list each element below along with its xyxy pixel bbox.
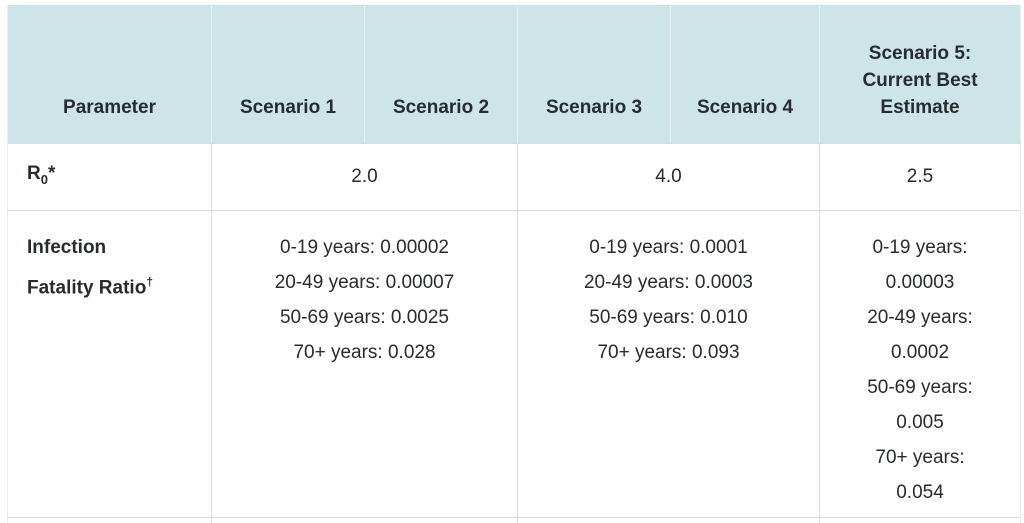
column-header-scenario-5: Scenario 5: Current Best Estimate [819,5,1021,144]
row-label-r0: R0* [7,142,212,210]
next-row-cell-scenario-3-4 [517,516,820,523]
ifr-values-scenario-5: 0-19 years: 0.00003 20-49 years: 0.0002 … [819,209,1021,517]
r0-label-base: R [27,163,41,185]
ifr-values-scenario-3-4: 0-19 years: 0.0001 20-49 years: 0.0003 5… [517,209,820,517]
column-header-scenario-3: Scenario 3 [517,5,671,144]
next-row-cell-scenario-1-2 [211,516,518,523]
next-row-cell-scenario-5 [819,516,1021,523]
ifr-values-scenario-1-2: 0-19 years: 0.00002 20-49 years: 0.00007… [211,209,518,517]
ifr-label-text: Infection Fatality Ratio [27,236,147,298]
header-row: Parameter Scenario 1 Scenario 2 Scenario… [7,5,1021,144]
r0-value-scenario-3-4: 4.0 [517,142,820,210]
r0-label-subscript: 0 [40,171,48,187]
column-header-scenario-1: Scenario 1 [211,5,365,144]
r0-label-asterisk: * [47,163,56,185]
ifr-label-dagger: † [146,274,153,289]
table-row-partial-next [7,516,1021,523]
column-header-scenario-2: Scenario 2 [364,5,518,144]
column-header-parameter: Parameter [7,5,212,144]
row-label-infection-fatality-ratio: Infection Fatality Ratio† [7,209,212,517]
scenario-parameters-table: Parameter Scenario 1 Scenario 2 Scenario… [7,5,1021,523]
scenario-parameters-table-wrap: Parameter Scenario 1 Scenario 2 Scenario… [7,5,1021,523]
next-row-label-cell [7,516,212,523]
table-row-r0: R0* 2.0 4.0 2.5 [7,142,1021,210]
table-row-infection-fatality-ratio: Infection Fatality Ratio† 0-19 years: 0.… [7,209,1021,517]
r0-value-scenario-1-2: 2.0 [211,142,518,210]
r0-value-scenario-5: 2.5 [819,142,1021,210]
column-header-scenario-4: Scenario 4 [670,5,820,144]
